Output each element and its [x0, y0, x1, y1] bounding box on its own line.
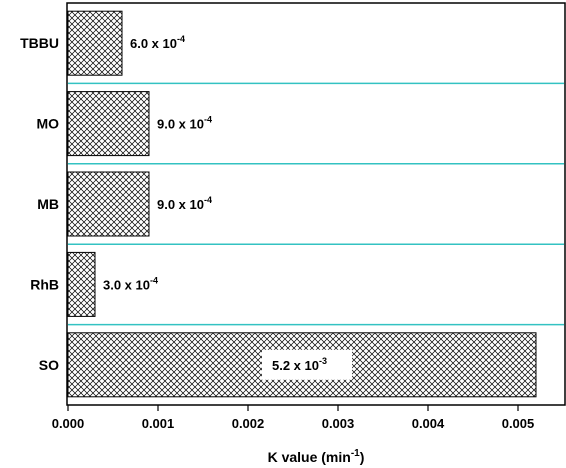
bar — [67, 10, 123, 76]
x-tick-label: 0.003 — [322, 416, 355, 431]
data-label: 6.0 x 10-4 — [130, 34, 185, 51]
category-label: MB — [37, 196, 59, 212]
category-label: RhB — [30, 276, 59, 292]
data-label: 3.0 x 10-4 — [103, 275, 158, 292]
data-label: 9.0 x 10-4 — [157, 115, 212, 132]
x-tick-label: 0.004 — [412, 416, 445, 431]
bar — [67, 251, 96, 317]
bar — [67, 171, 150, 237]
data-label: 9.0 x 10-4 — [157, 195, 212, 212]
category-label: TBBU — [20, 35, 59, 51]
x-tick-label: 0.005 — [502, 416, 535, 431]
x-tick-label: 0.001 — [142, 416, 175, 431]
category-label: SO — [39, 357, 59, 373]
bar — [67, 91, 150, 157]
x-tick-label: 0.000 — [52, 416, 85, 431]
data-label: 5.2 x 10-3 — [272, 356, 327, 373]
x-axis-title: K value (min-1) — [268, 448, 365, 465]
x-tick-label: 0.002 — [232, 416, 265, 431]
data-label-background — [262, 349, 352, 380]
category-label: MO — [36, 116, 59, 132]
